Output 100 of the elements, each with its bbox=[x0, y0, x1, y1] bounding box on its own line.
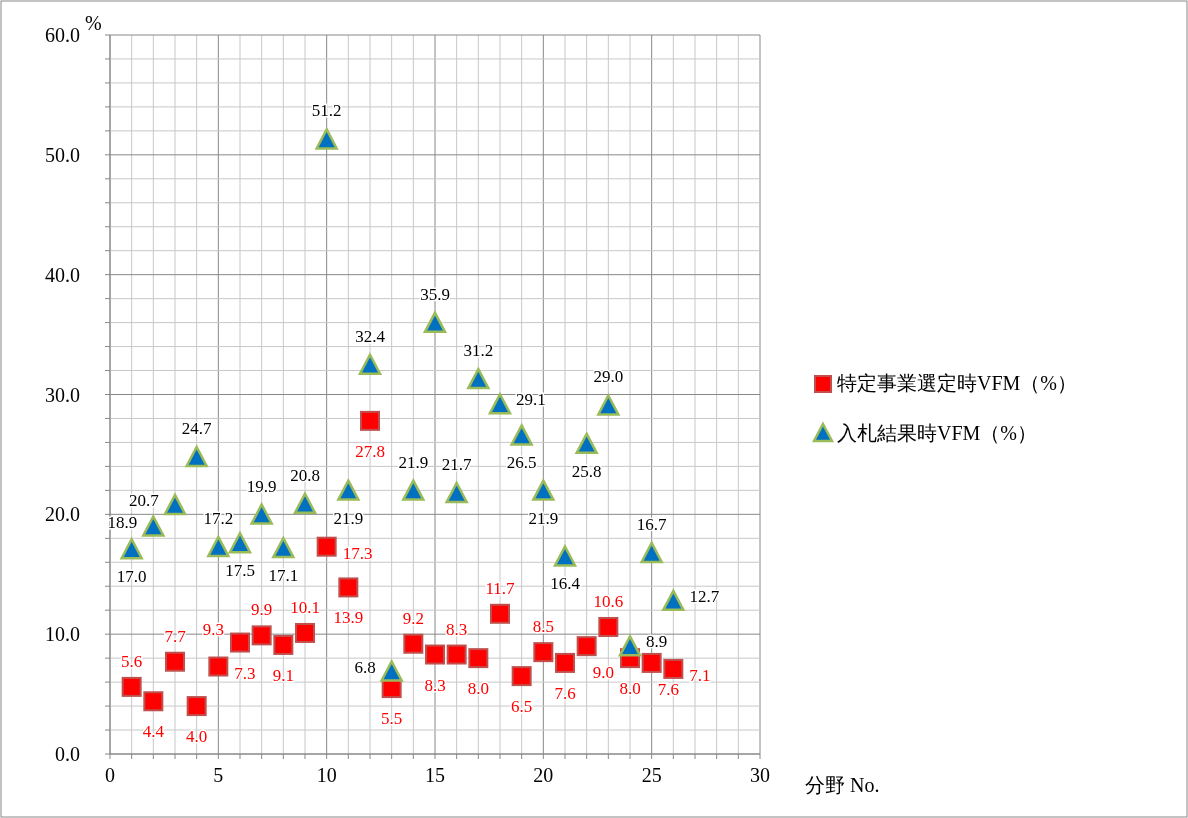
point bbox=[576, 636, 597, 657]
y-tick-label: 30.0 bbox=[45, 383, 80, 406]
data-label: 29.1 bbox=[516, 390, 546, 410]
point bbox=[186, 696, 207, 717]
x-tick-label: 10 bbox=[316, 764, 337, 786]
data-label: 7.6 bbox=[554, 683, 576, 703]
point bbox=[598, 616, 619, 637]
legend-label: 入札結果時VFM（%） bbox=[837, 422, 1038, 444]
data-label: 10.1 bbox=[290, 597, 320, 617]
legend-label: 特定事業選定時VFM（%） bbox=[837, 372, 1078, 394]
y-tick-label: 0.0 bbox=[55, 743, 80, 765]
point bbox=[165, 651, 185, 672]
point bbox=[295, 622, 315, 643]
point bbox=[553, 545, 577, 567]
point bbox=[446, 644, 467, 665]
data-label: 17.0 bbox=[116, 567, 147, 587]
data-label: 21.9 bbox=[398, 452, 429, 472]
point bbox=[142, 515, 165, 537]
data-label: 27.8 bbox=[355, 441, 385, 461]
data-label: 8.3 bbox=[424, 675, 446, 695]
data-label: 24.7 bbox=[181, 419, 213, 439]
x-tick-label: 20 bbox=[533, 764, 554, 786]
data-label: 9.9 bbox=[251, 600, 273, 620]
point bbox=[293, 492, 317, 514]
data-label: 31.2 bbox=[463, 341, 494, 361]
point bbox=[575, 432, 598, 455]
point bbox=[120, 538, 143, 560]
data-label: 16.4 bbox=[550, 574, 581, 594]
point bbox=[230, 632, 250, 653]
y-axis-title: % bbox=[85, 12, 102, 34]
data-label: 5.6 bbox=[121, 651, 143, 671]
data-label: 17.3 bbox=[342, 543, 373, 563]
data-label: 9.2 bbox=[402, 608, 424, 628]
data-label: 35.9 bbox=[420, 284, 450, 304]
point bbox=[423, 311, 447, 334]
data-label: 4.4 bbox=[142, 722, 165, 742]
point bbox=[403, 633, 424, 654]
point bbox=[316, 536, 337, 557]
point bbox=[532, 479, 555, 501]
data-label: 21.9 bbox=[528, 508, 559, 528]
data-label: 51.2 bbox=[311, 101, 342, 121]
point bbox=[380, 660, 403, 682]
y-tick-label: 50.0 bbox=[45, 143, 80, 166]
data-label: 6.8 bbox=[354, 657, 376, 677]
data-label: 20.7 bbox=[129, 490, 160, 510]
data-label: 6.5 bbox=[511, 697, 533, 717]
point bbox=[490, 603, 510, 624]
data-label: 8.0 bbox=[619, 679, 641, 699]
data-label: 17.5 bbox=[225, 561, 255, 581]
data-label: 7.3 bbox=[234, 663, 256, 683]
data-label: 29.0 bbox=[593, 367, 624, 387]
point bbox=[663, 658, 684, 679]
data-label: 18.9 bbox=[107, 512, 138, 532]
point bbox=[510, 424, 533, 446]
point bbox=[208, 656, 229, 677]
data-label: 8.5 bbox=[532, 617, 554, 637]
data-label: 9.3 bbox=[202, 619, 224, 639]
point bbox=[163, 493, 187, 516]
point bbox=[641, 652, 662, 673]
data-label: 10.6 bbox=[593, 591, 624, 611]
x-tick-label: 0 bbox=[105, 764, 115, 786]
y-tick-label: 10.0 bbox=[45, 623, 80, 646]
point bbox=[273, 634, 294, 655]
data-label: 16.7 bbox=[636, 514, 668, 534]
point bbox=[511, 666, 532, 687]
point bbox=[338, 577, 359, 598]
point bbox=[143, 691, 164, 712]
data-label: 9.1 bbox=[272, 665, 294, 685]
data-label: 11.7 bbox=[485, 578, 516, 598]
data-label: 19.9 bbox=[246, 476, 277, 496]
point bbox=[488, 393, 512, 415]
x-tick-label: 15 bbox=[425, 764, 445, 786]
point bbox=[662, 589, 685, 612]
point bbox=[618, 635, 642, 657]
point bbox=[467, 367, 490, 390]
data-label: 21.7 bbox=[441, 454, 473, 474]
data-label: 13.9 bbox=[333, 608, 364, 628]
point bbox=[251, 625, 272, 646]
point bbox=[640, 541, 663, 564]
point bbox=[272, 536, 295, 559]
point bbox=[555, 652, 575, 673]
data-label: 7.1 bbox=[689, 665, 711, 685]
data-label: 21.9 bbox=[333, 508, 364, 528]
data-label: 8.9 bbox=[646, 632, 668, 652]
point bbox=[533, 642, 554, 663]
point bbox=[250, 503, 273, 525]
y-tick-label: 60.0 bbox=[45, 24, 80, 46]
data-label: 32.4 bbox=[355, 326, 386, 346]
data-label: 5.5 bbox=[381, 709, 403, 729]
data-label: 4.0 bbox=[186, 727, 208, 747]
data-label: 20.8 bbox=[290, 465, 320, 485]
point bbox=[468, 648, 489, 669]
data-label: 8.0 bbox=[467, 679, 489, 699]
point bbox=[228, 532, 252, 554]
point bbox=[337, 479, 360, 501]
x-tick-label: 25 bbox=[641, 764, 662, 786]
data-label: 12.7 bbox=[689, 586, 720, 606]
y-tick-label: 40.0 bbox=[45, 263, 80, 286]
data-label: 9.0 bbox=[592, 663, 614, 683]
data-label: 8.3 bbox=[446, 619, 468, 639]
